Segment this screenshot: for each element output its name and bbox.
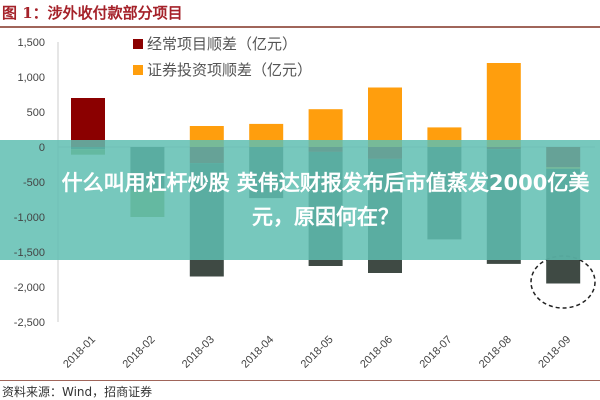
legend-label: 经常项目顺差（亿元） xyxy=(147,35,297,53)
x-tick-label: 2018-03 xyxy=(180,334,217,371)
figure-title: 图 1：涉外收付款部分项目 xyxy=(2,4,183,22)
banner-headline[interactable]: 什么叫用杠杆炒股 英伟达财报发布后市值蒸发2000亿美元，原因何在？ xyxy=(61,171,590,229)
source-note: 资料来源：Wind，招商证券 xyxy=(2,385,153,399)
footer-divider xyxy=(0,380,600,381)
x-tick-label: 2018-05 xyxy=(299,334,336,371)
legend-swatch xyxy=(133,39,143,49)
bar-2018-06-series-1 xyxy=(368,87,402,147)
overlay-banner[interactable]: 什么叫用杠杆炒股 英伟达财报发布后市值蒸发2000亿美元，原因何在？ xyxy=(0,140,600,260)
x-tick-label: 2018-08 xyxy=(477,334,514,371)
bar-2018-01-series-0 xyxy=(71,98,105,147)
bar-2018-08-series-1 xyxy=(486,63,521,147)
x-tick-label: 2018-04 xyxy=(239,334,276,371)
x-tick-label: 2018-06 xyxy=(358,334,395,371)
x-tick-label: 2018-07 xyxy=(417,334,454,371)
title-divider xyxy=(0,26,600,28)
x-tick-label: 2018-02 xyxy=(120,334,157,371)
legend-label: 证券投资项顺差（亿元） xyxy=(147,61,312,79)
x-tick-label: 2018-01 xyxy=(61,334,98,371)
x-tick-label: 2018-09 xyxy=(536,334,573,371)
legend-swatch xyxy=(133,65,143,75)
